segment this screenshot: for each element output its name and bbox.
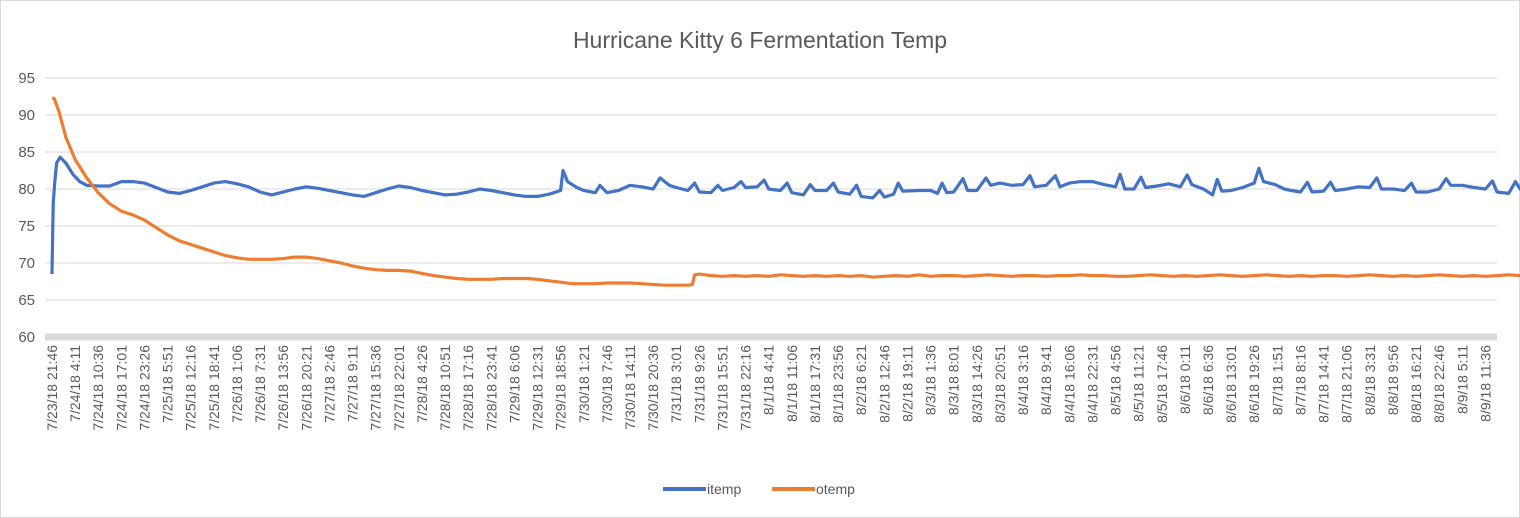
x-tick-label: 7/27/18 22:01 bbox=[391, 345, 407, 431]
x-tick-label: 8/2/18 12:46 bbox=[876, 345, 892, 423]
x-tick-label: 8/3/18 20:51 bbox=[992, 345, 1008, 423]
x-tick-label: 7/27/18 15:36 bbox=[368, 345, 384, 431]
x-tick-label: 8/2/18 19:11 bbox=[899, 345, 915, 422]
x-tick-label: 8/4/18 16:06 bbox=[1061, 345, 1077, 423]
x-tick-label: 8/2/18 6:21 bbox=[853, 345, 869, 415]
x-tick-label: 8/7/18 14:41 bbox=[1316, 345, 1332, 423]
y-tick-label: 75 bbox=[18, 218, 35, 235]
x-tick-label: 7/23/18 21:46 bbox=[44, 345, 60, 431]
x-tick-label: 8/1/18 11:06 bbox=[784, 345, 800, 422]
x-tick-label: 8/8/18 22:46 bbox=[1431, 345, 1447, 423]
x-tick-label: 8/5/18 4:56 bbox=[1108, 345, 1124, 415]
series-line-otemp bbox=[51, 96, 1520, 287]
legend: itemp otemp bbox=[663, 481, 855, 497]
x-tick-label: 8/7/18 8:16 bbox=[1292, 345, 1308, 415]
x-tick-label: 7/24/18 23:26 bbox=[136, 345, 152, 431]
y-axis: 60 65 70 75 80 85 90 95 bbox=[18, 70, 35, 346]
legend-label-itemp: itemp bbox=[707, 481, 741, 497]
x-tick-label: 7/25/18 12:16 bbox=[183, 345, 199, 431]
x-tick-label: 7/26/18 7:31 bbox=[252, 345, 268, 423]
x-tick-label: 8/6/18 6:36 bbox=[1200, 345, 1216, 415]
x-tick-label: 7/26/18 1:06 bbox=[229, 345, 245, 423]
x-axis: 7/23/18 21:46 7/24/18 4:11 7/24/18 10:36 7/… bbox=[44, 345, 1493, 431]
x-tick-label: 8/4/18 3:16 bbox=[1015, 345, 1031, 415]
y-tick-label: 80 bbox=[18, 181, 35, 198]
x-tick-label: 7/30/18 20:36 bbox=[645, 345, 661, 431]
x-tick-label: 7/28/18 23:41 bbox=[483, 345, 499, 431]
x-tick-label: 7/30/18 14:11 bbox=[622, 345, 638, 430]
x-tick-label: 7/30/18 7:46 bbox=[599, 345, 615, 423]
x-tick-label: 7/25/18 18:41 bbox=[206, 345, 222, 431]
x-tick-label: 7/29/18 18:56 bbox=[553, 345, 569, 431]
y-tick-label: 60 bbox=[18, 329, 35, 346]
x-tick-label: 7/28/18 17:16 bbox=[460, 345, 476, 431]
y-tick-label: 90 bbox=[18, 107, 35, 124]
x-tick-label: 8/1/18 23:56 bbox=[830, 345, 846, 423]
x-tick-label: 8/8/18 3:31 bbox=[1362, 345, 1378, 415]
chart-title: Hurricane Kitty 6 Fermentation Temp bbox=[573, 27, 947, 53]
y-tick-label: 85 bbox=[18, 144, 35, 161]
x-tick-label: 7/26/18 20:21 bbox=[298, 345, 314, 431]
x-tick-label: 7/29/18 6:06 bbox=[506, 345, 522, 423]
x-tick-label: 8/5/18 11:21 bbox=[1131, 345, 1147, 422]
x-tick-label: 7/26/18 13:56 bbox=[275, 345, 291, 431]
x-tick-label: 8/3/18 1:36 bbox=[923, 345, 939, 415]
x-tick-label: 8/6/18 19:26 bbox=[1246, 345, 1262, 423]
x-tick-label: 8/1/18 4:41 bbox=[761, 345, 777, 415]
x-tick-label: 8/1/18 17:31 bbox=[807, 345, 823, 423]
x-tick-label: 7/29/18 12:31 bbox=[530, 345, 546, 431]
x-tick-label: 7/24/18 10:36 bbox=[90, 345, 106, 431]
gridlines bbox=[45, 77, 1497, 341]
x-tick-label: 7/30/18 1:21 bbox=[576, 345, 592, 423]
x-tick-label: 8/4/18 22:31 bbox=[1084, 345, 1100, 423]
x-tick-label: 8/6/18 0:11 bbox=[1177, 345, 1193, 414]
series-line-itemp bbox=[50, 155, 1520, 275]
x-tick-label: 8/9/18 11:36 bbox=[1477, 345, 1493, 422]
x-tick-label: 7/24/18 17:01 bbox=[113, 345, 129, 431]
x-tick-label: 7/27/18 2:46 bbox=[321, 345, 337, 423]
x-tick-label: 8/5/18 17:46 bbox=[1154, 345, 1170, 423]
x-tick-label: 8/8/18 16:21 bbox=[1408, 345, 1424, 423]
x-tick-label: 7/28/18 10:51 bbox=[437, 345, 453, 431]
x-tick-label: 7/31/18 9:26 bbox=[691, 345, 707, 423]
legend-label-otemp: otemp bbox=[816, 481, 855, 497]
x-tick-label: 7/31/18 22:16 bbox=[738, 345, 754, 431]
y-tick-label: 70 bbox=[18, 255, 35, 272]
x-tick-label: 7/31/18 15:51 bbox=[714, 345, 730, 431]
x-tick-label: 8/4/18 9:41 bbox=[1038, 345, 1054, 415]
x-tick-label: 8/8/18 9:56 bbox=[1385, 345, 1401, 415]
series-layer bbox=[50, 96, 1520, 287]
y-tick-label: 95 bbox=[18, 70, 35, 87]
x-tick-label: 7/25/18 5:51 bbox=[160, 345, 176, 423]
x-tick-label: 8/9/18 5:11 bbox=[1454, 345, 1470, 414]
x-tick-label: 7/28/18 4:26 bbox=[414, 345, 430, 423]
x-tick-label: 8/7/18 21:06 bbox=[1339, 345, 1355, 423]
x-tick-label: 8/3/18 8:01 bbox=[946, 345, 962, 415]
x-tick-label: 7/31/18 3:01 bbox=[668, 345, 684, 423]
x-tick-label: 8/3/18 14:26 bbox=[969, 345, 985, 423]
x-tick-label: 8/6/18 13:01 bbox=[1223, 345, 1239, 423]
x-tick-label: 8/7/18 1:51 bbox=[1269, 345, 1285, 415]
y-tick-label: 65 bbox=[18, 292, 35, 309]
x-tick-label: 7/24/18 4:11 bbox=[67, 345, 83, 422]
x-tick-label: 7/27/18 9:11 bbox=[345, 345, 361, 422]
